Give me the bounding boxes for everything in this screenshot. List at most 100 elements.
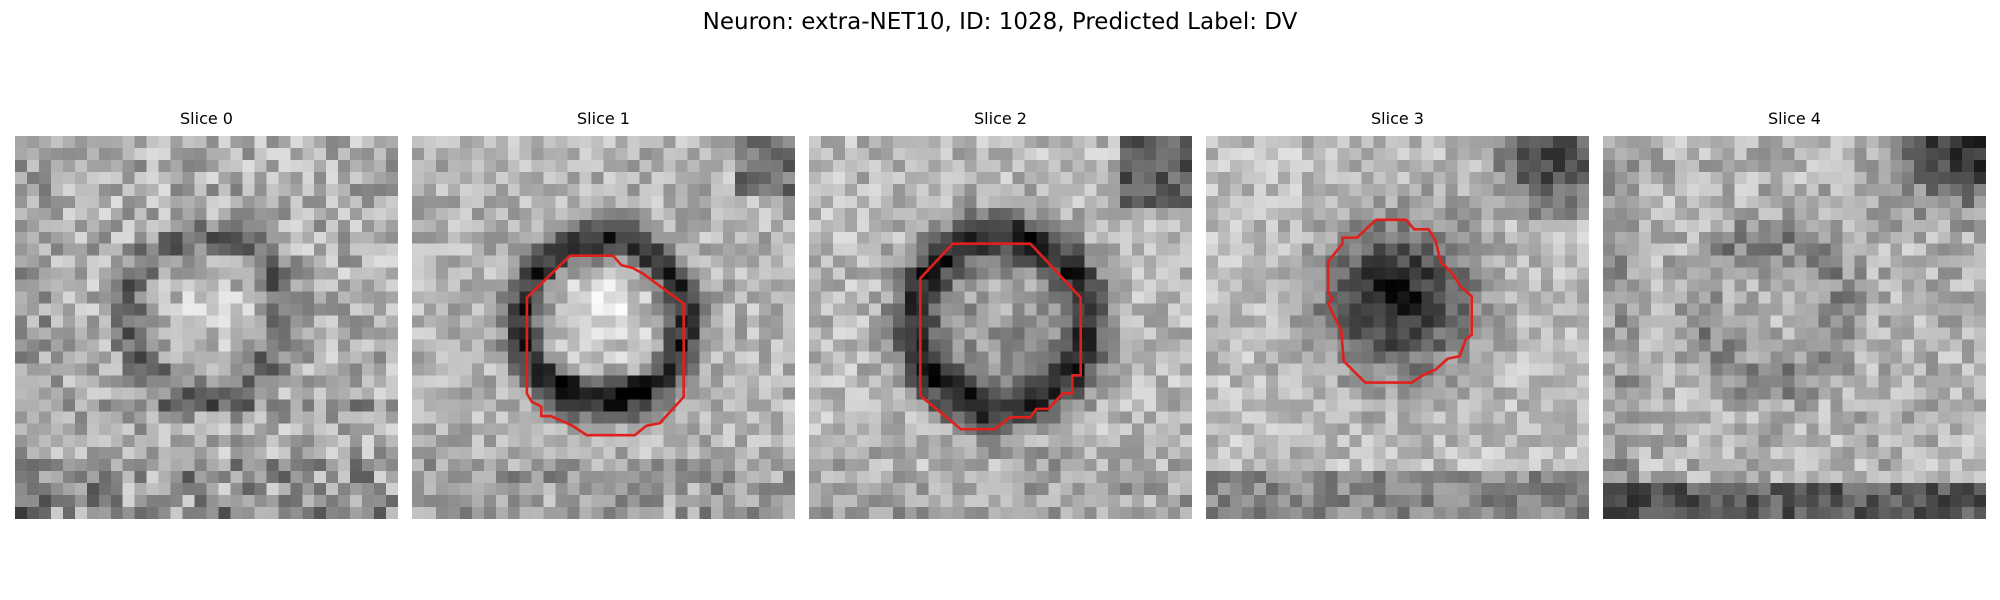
image-pixel <box>1096 339 1109 352</box>
image-pixel <box>675 411 688 424</box>
image-pixel <box>976 495 989 508</box>
image-pixel <box>1012 315 1025 328</box>
image-pixel <box>1902 447 1915 460</box>
image-pixel <box>122 399 135 412</box>
image-pixel <box>1325 435 1338 448</box>
image-pixel <box>1818 351 1831 364</box>
image-pixel <box>699 291 712 304</box>
image-pixel <box>507 339 520 352</box>
image-pixel <box>988 339 1001 352</box>
image-pixel <box>940 459 953 472</box>
image-pixel <box>158 303 171 316</box>
image-pixel <box>471 495 485 508</box>
image-pixel <box>338 243 351 256</box>
image-pixel <box>964 255 977 268</box>
image-pixel <box>50 447 64 460</box>
image-pixel <box>362 495 375 508</box>
image-pixel <box>1638 399 1652 412</box>
image-pixel <box>1012 147 1025 161</box>
image-pixel <box>952 243 965 256</box>
image-pixel <box>856 243 870 256</box>
image-pixel <box>1361 159 1374 173</box>
image-pixel <box>471 255 485 268</box>
image-pixel <box>747 435 760 448</box>
image-pixel <box>723 255 736 268</box>
image-pixel <box>868 507 882 519</box>
image-pixel <box>1060 351 1073 364</box>
image-pixel <box>1698 459 1711 472</box>
image-pixel <box>254 231 267 244</box>
image-pixel <box>723 351 736 364</box>
image-pixel <box>1686 447 1699 460</box>
image-pixel <box>435 507 449 519</box>
image-pixel <box>1024 136 1037 149</box>
image-pixel <box>1108 363 1121 376</box>
image-pixel <box>735 136 748 149</box>
image-pixel <box>1108 327 1121 340</box>
image-pixel <box>1265 303 1279 316</box>
image-pixel <box>158 435 171 448</box>
image-pixel <box>916 195 929 209</box>
image-pixel <box>639 459 652 472</box>
image-pixel <box>1349 255 1362 268</box>
image-pixel <box>1000 339 1013 352</box>
image-pixel <box>1024 447 1037 460</box>
image-pixel <box>1662 267 1676 280</box>
image-pixel <box>230 375 243 388</box>
image-pixel <box>627 375 640 388</box>
image-pixel <box>483 327 497 340</box>
roi-contour <box>525 254 686 437</box>
image-pixel <box>591 136 604 149</box>
image-pixel <box>964 195 977 209</box>
image-pixel <box>326 255 339 268</box>
image-pixel <box>1000 411 1013 424</box>
image-pixel <box>1553 243 1566 256</box>
image-pixel <box>1782 363 1795 376</box>
image-pixel <box>1541 255 1554 268</box>
image-pixel <box>892 459 905 472</box>
image-pixel <box>1614 136 1628 149</box>
image-pixel <box>1553 303 1566 316</box>
image-pixel <box>1457 147 1470 161</box>
image-pixel <box>1036 303 1049 316</box>
image-pixel <box>1325 231 1338 244</box>
image-pixel <box>15 183 28 197</box>
image-pixel <box>412 363 425 376</box>
image-pixel <box>98 315 111 328</box>
image-pixel <box>1361 411 1374 424</box>
image-pixel <box>844 483 858 496</box>
image-pixel <box>314 195 327 209</box>
image-pixel <box>880 231 894 244</box>
image-pixel <box>1914 195 1927 209</box>
image-pixel <box>1842 243 1855 256</box>
image-pixel <box>820 255 834 268</box>
image-pixel <box>412 327 425 340</box>
image-pixel <box>1638 363 1652 376</box>
image-pixel <box>447 195 461 209</box>
image-pixel <box>1746 243 1759 256</box>
image-pixel <box>1144 231 1157 244</box>
image-pixel <box>531 495 544 508</box>
image-pixel <box>266 411 279 424</box>
image-pixel <box>1553 183 1566 197</box>
image-pixel <box>747 231 760 244</box>
image-pixel <box>1168 159 1181 173</box>
image-pixel <box>1806 291 1819 304</box>
image-pixel <box>844 231 858 244</box>
image-pixel <box>471 339 485 352</box>
image-pixel <box>350 495 363 508</box>
image-pixel <box>1926 387 1939 400</box>
image-pixel <box>952 207 965 221</box>
image-pixel <box>1000 483 1013 496</box>
image-pixel <box>146 255 159 268</box>
image-pixel <box>1036 447 1049 460</box>
image-pixel <box>1902 171 1915 185</box>
image-pixel <box>1758 303 1771 316</box>
image-pixel <box>1457 231 1470 244</box>
image-pixel <box>904 267 917 280</box>
image-pixel <box>832 171 846 185</box>
image-pixel <box>1180 207 1192 221</box>
image-pixel <box>1603 387 1616 400</box>
image-pixel <box>1409 291 1422 304</box>
image-pixel <box>74 339 88 352</box>
